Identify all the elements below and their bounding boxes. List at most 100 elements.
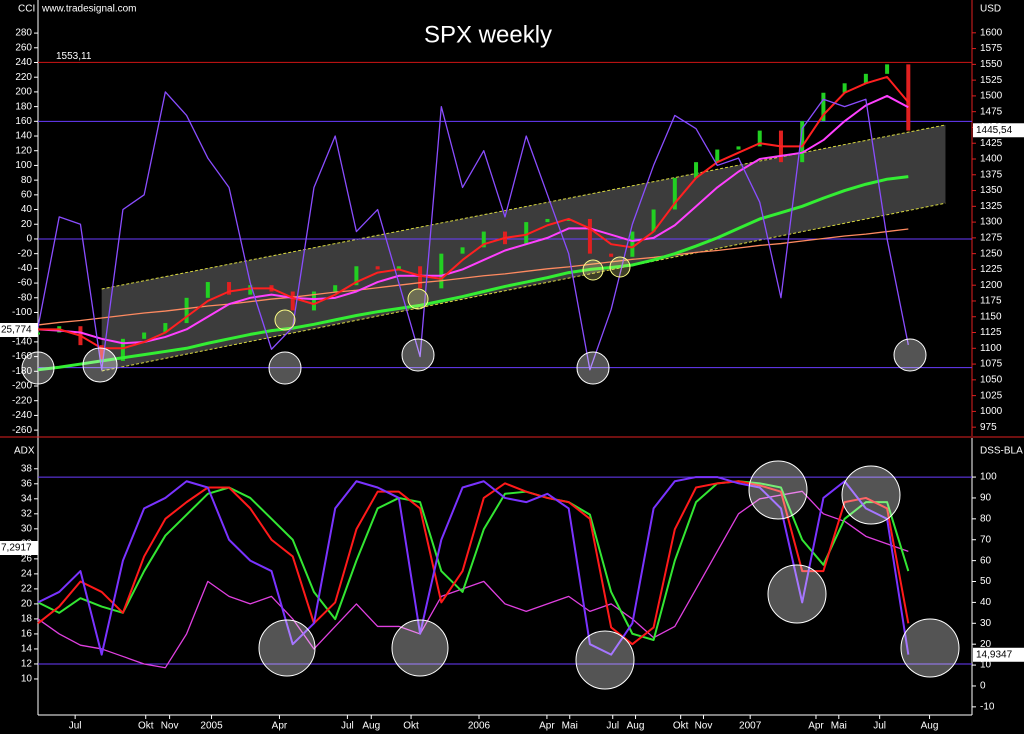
candle	[885, 64, 890, 74]
y-tick-label: 0	[26, 234, 32, 245]
x-tick-label: 2006	[468, 721, 491, 732]
candle	[163, 323, 168, 333]
candle	[694, 162, 699, 178]
candle	[333, 285, 338, 292]
candle	[418, 266, 423, 289]
left-marker-label: 25,774	[1, 325, 32, 336]
series-line	[37, 480, 910, 642]
candle	[587, 218, 592, 254]
candle	[757, 130, 762, 147]
left-marker	[0, 541, 38, 555]
y2-tick-label: 1050	[980, 374, 1003, 385]
circle	[609, 256, 631, 278]
y-tick-label: 200	[15, 87, 32, 98]
candle	[800, 121, 805, 163]
x-tick-label: Jul	[606, 721, 619, 732]
circle	[582, 259, 604, 281]
y2-tick-label: 80	[980, 513, 992, 524]
y-tick-label: 40	[21, 204, 33, 215]
y2-tick-label: 1525	[980, 75, 1003, 86]
series-line	[37, 94, 909, 345]
candle	[120, 338, 125, 361]
y2-tick-label: 1225	[980, 264, 1003, 275]
y-axis-label: ADX	[14, 446, 35, 457]
y-tick-label: 16	[21, 629, 33, 640]
candle	[99, 345, 104, 361]
series-line	[37, 490, 909, 669]
y-tick-label: 280	[15, 28, 32, 39]
candle	[396, 266, 401, 270]
labels: SPX weekly www.tradesignal.com CCI USD A…	[14, 4, 1023, 457]
y2-tick-label: 1150	[980, 311, 1002, 322]
y-tick-label: 36	[21, 478, 33, 489]
y2-tick-label: 90	[980, 493, 992, 504]
y-tick-label: -60	[18, 278, 33, 289]
y-tick-label: 32	[21, 508, 33, 519]
y2-tick-label: 1075	[980, 359, 1003, 370]
candle	[290, 291, 295, 311]
chart-title: SPX weekly	[424, 21, 552, 48]
circle	[401, 338, 435, 372]
x-tick-label: Okt	[138, 721, 154, 732]
y-tick-label: -260	[12, 425, 32, 436]
y2-tick-label: 1575	[980, 43, 1003, 54]
x-tick-label: 2007	[739, 721, 762, 732]
candle	[842, 83, 847, 93]
channel-lower	[101, 202, 946, 372]
y2-tick-label: 1550	[980, 59, 1003, 70]
candle	[545, 218, 550, 223]
y2-tick-label: 1125	[980, 327, 1002, 338]
series-line	[38, 75, 910, 350]
y2-tick-label: 1350	[980, 185, 1003, 196]
y-tick-label: 14	[21, 644, 33, 655]
x-tick-label: Jul	[341, 721, 354, 732]
y-tick-label: -40	[18, 263, 33, 274]
candle	[481, 231, 486, 248]
circle	[841, 465, 901, 525]
y2-tick-label: 1100	[980, 343, 1002, 354]
candle	[609, 253, 614, 257]
circle	[82, 347, 118, 383]
x-tick-label: Jul	[873, 721, 886, 732]
y-tick-label: 12	[21, 659, 33, 670]
series-line	[37, 480, 910, 646]
series-line	[37, 91, 909, 371]
y-tick-label: -100	[12, 307, 32, 318]
x-tick-label: Aug	[362, 721, 380, 732]
value-marker-label: 14,9347	[976, 649, 1013, 660]
y-tick-label: 260	[15, 42, 32, 53]
y-tick-label: 30	[21, 523, 33, 534]
y2-tick-label: 975	[980, 422, 997, 433]
y-tick-label: -200	[12, 381, 32, 392]
x-tick-label: Aug	[921, 721, 939, 732]
series-line	[37, 228, 909, 326]
circle	[893, 338, 927, 372]
y2-tick-label: 1275	[980, 233, 1003, 244]
y-tick-label: 20	[21, 219, 33, 230]
y-axis-label: CCI	[18, 4, 35, 15]
candle	[672, 177, 677, 210]
value-marker-label: 1445,54	[976, 125, 1013, 136]
y2-tick-label: 60	[980, 555, 992, 566]
candle	[630, 231, 635, 257]
y-tick-label: 220	[15, 72, 32, 83]
y2-tick-label: 100	[980, 472, 997, 483]
y2-tick-label: 1200	[980, 280, 1003, 291]
y2-tick-label: 1600	[980, 27, 1003, 38]
candle	[184, 297, 189, 324]
y2-tick-label: 70	[980, 534, 992, 545]
y-tick-label: -240	[12, 410, 32, 421]
y2-tick-label: -10	[980, 701, 995, 712]
y-tick-label: 60	[21, 189, 33, 200]
circle	[274, 309, 296, 331]
y2-tick-label: 0	[980, 681, 986, 692]
y-tick-label: 140	[15, 131, 32, 142]
circle	[21, 351, 55, 385]
y-tick-label: 160	[15, 116, 32, 127]
y2-tick-label: 10	[980, 660, 992, 671]
circle	[268, 351, 302, 385]
y-tick-label: -140	[12, 337, 32, 348]
x-tick-label: 2005	[200, 721, 223, 732]
y-tick-label: -20	[18, 248, 33, 259]
